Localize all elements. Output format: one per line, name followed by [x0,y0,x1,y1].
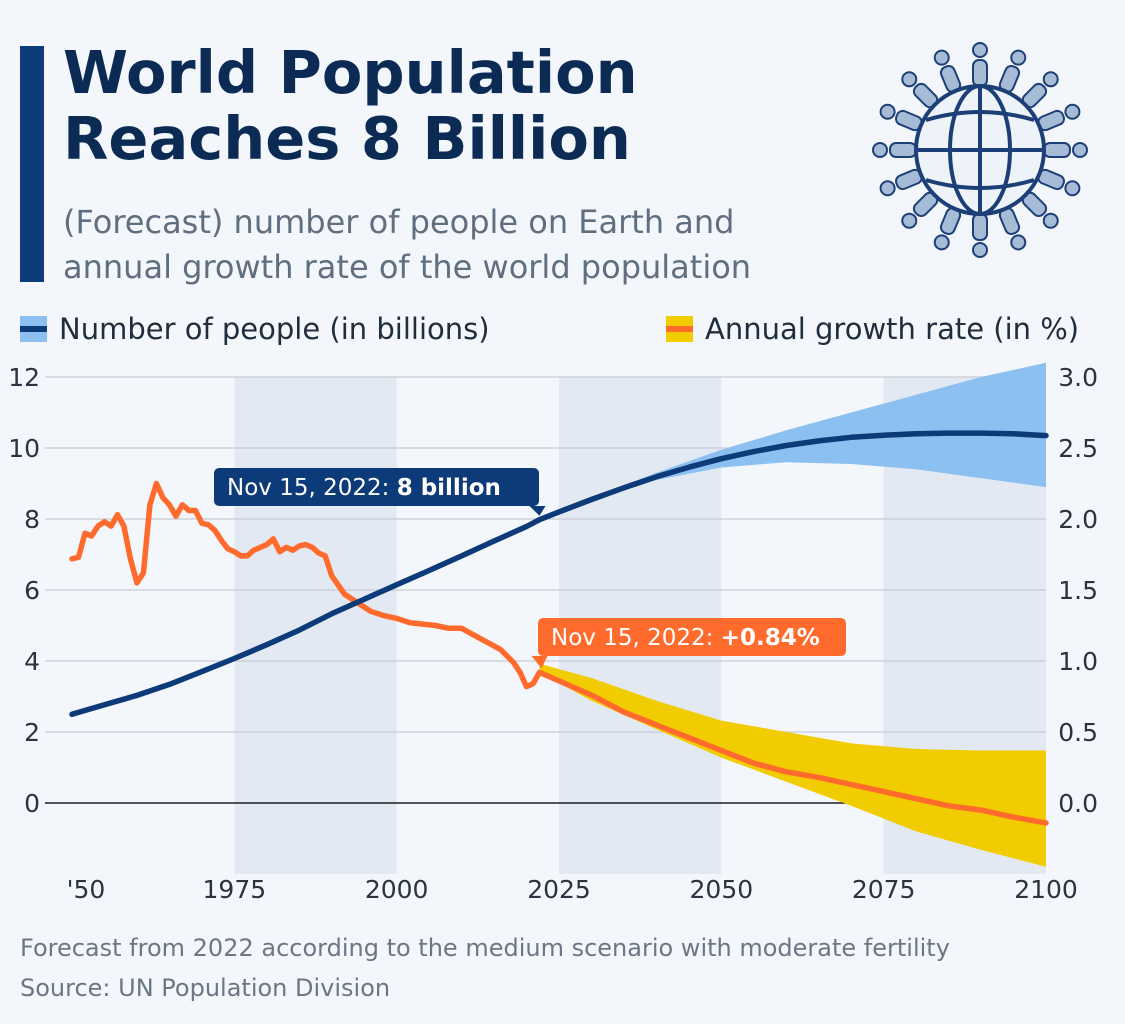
page-title: World Population Reaches 8 Billion [63,40,638,172]
x-tick-label: 2075 [852,875,916,904]
population-chart: 0 2 4 6 8 10 12 0.0 0.5 1.0 1.5 2.0 2.5 3.0 '50 1975 200… [8,362,1098,904]
callout-population-label: Nov 15, 2022: 8 billion [227,475,501,501]
growth-uncertainty-band [539,663,1046,867]
y-right-tick-label: 2.0 [1058,505,1098,534]
y-right-tick-label: 2.5 [1058,434,1098,463]
x-tick-label: 2050 [690,875,754,904]
title-line-1: World Population [63,38,638,107]
y-right-tick-label: 3.0 [1058,363,1098,392]
series-lines [69,430,1049,826]
logo-people [872,42,1088,258]
logo-person-icon [901,71,939,109]
callout-population-box [214,468,539,506]
logo-person-icon [972,42,988,87]
subtitle-line-2: annual growth rate of the world populati… [63,248,752,286]
x-tick-label: '50 [67,875,106,904]
y-right-tick-label: 0.0 [1058,789,1098,818]
y-left-tick-label: 12 [8,363,40,392]
logo-person-icon [879,168,923,197]
footer: Forecast from 2022 according to the medi… [20,928,950,1008]
x-tick-label: 1975 [203,875,267,904]
logo-latitude-south [925,178,1035,190]
population-line [69,430,1049,718]
callout-growth-label-normal: Nov 15, 2022: [551,625,721,651]
title-accent-bar [20,46,44,282]
logo-person-icon [998,207,1027,251]
y-left-tick-label: 0 [24,789,40,818]
callout-population-label-bold: 8 billion [397,475,501,501]
shaded-period [234,377,397,874]
title-line-2: Reaches 8 Billion [63,104,631,173]
x-tick-label: 2100 [1014,875,1078,904]
logo-person-icon [901,191,939,229]
legend-population-label: Number of people (in billions) [59,312,490,346]
x-tick-label: 2000 [365,875,429,904]
legend-population-line [20,326,47,332]
callout-growth-box [538,618,846,656]
footer-source: Source: UN Population Division [20,974,391,1002]
y-right-tick-label: 1.0 [1058,647,1098,676]
subtitle: (Forecast) number of people on Earth and… [63,200,843,290]
y-left-tick-label: 10 [8,434,40,463]
logo-person-icon [1021,191,1059,229]
logo-person-icon [933,49,962,93]
y-right-tick-label: 0.5 [1058,718,1098,747]
y-left-tick-label: 8 [24,505,40,534]
logo-person-icon [1037,103,1081,132]
logo-person-icon [933,207,962,251]
logo-person-icon [879,103,923,132]
axis-labels: 0 2 4 6 8 10 12 0.0 0.5 1.0 1.5 2.0 2.5 3.0 '50 1975 200… [8,363,1098,904]
legend-growth-label: Annual growth rate (in %) [705,312,1080,346]
logo-person-icon [1043,142,1088,158]
growth-rate-line [69,480,1049,826]
footer-note: Forecast from 2022 according to the medi… [20,934,950,962]
legend-growth-swatch [666,316,693,342]
y-left-tick-label: 4 [24,647,40,676]
legend-population-swatch [20,316,47,342]
callout-growth-label: Nov 15, 2022: +0.84% [551,625,820,651]
subtitle-line-1: (Forecast) number of people on Earth and [63,203,735,241]
logo-person-icon [1037,168,1081,197]
y-left-tick-label: 2 [24,718,40,747]
callout-population-label-normal: Nov 15, 2022: [227,475,397,501]
logo-person-icon [998,49,1027,93]
logo-latitude-north [925,110,1035,122]
logo-person-icon [872,142,917,158]
y-right-tick-label: 1.5 [1058,576,1098,605]
callout-growth-label-bold: +0.84% [721,625,820,651]
callout-growth-pointer [531,656,548,669]
legend-population: Number of people (in billions) [20,312,490,346]
logo-person-icon [972,213,988,258]
x-tick-label: 2025 [527,875,591,904]
callout-growth: Nov 15, 2022: +0.84% [531,618,846,669]
y-left-tick-label: 6 [24,576,40,605]
globe-with-people-icon [872,42,1088,258]
callout-population: Nov 15, 2022: 8 billion [214,468,546,516]
callout-population-pointer [529,506,546,516]
legend-growth-line [666,326,693,332]
legend-growth: Annual growth rate (in %) [666,312,1079,346]
